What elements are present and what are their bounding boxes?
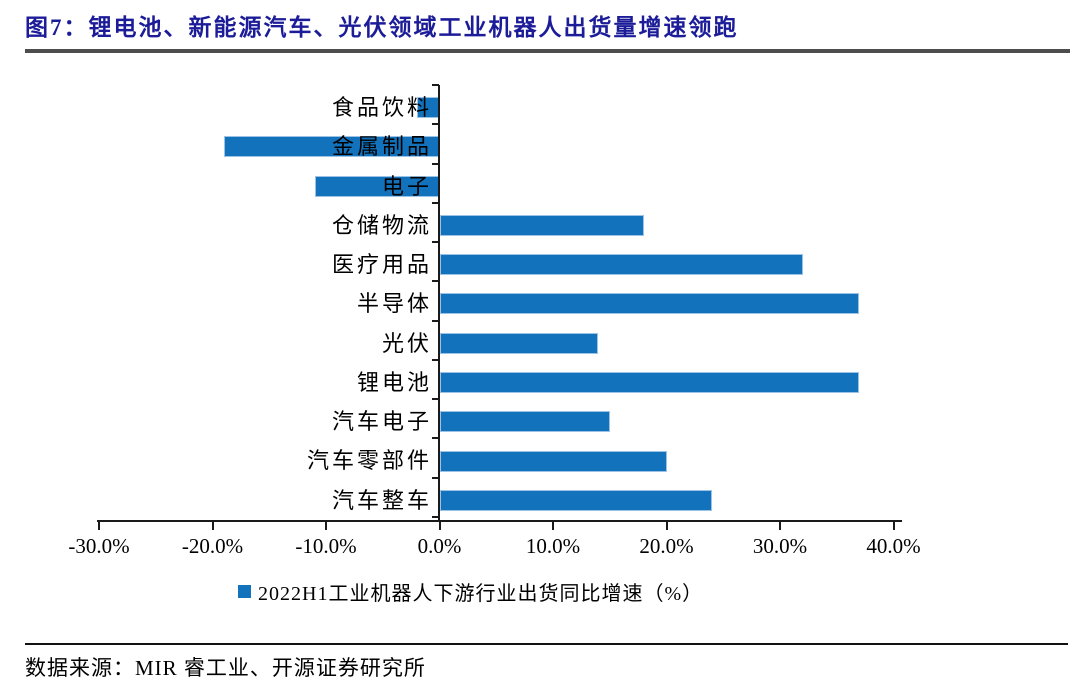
legend-label: 2022H1工业机器人下游行业出货同比增速（%） — [258, 583, 704, 605]
value-axis-tick — [211, 522, 214, 530]
bar-汽车零部件 — [439, 450, 667, 472]
category-axis-tick — [432, 319, 439, 322]
category-label: 金属制品 — [331, 134, 432, 160]
category-axis-tick — [432, 84, 439, 87]
value-axis-tick-label: 30.0% — [752, 534, 808, 558]
category-axis-line — [438, 85, 440, 522]
category-label: 汽车电子 — [331, 409, 432, 435]
chart-legend: 2022H1工业机器人下游行业出货同比增速（%） — [238, 577, 703, 606]
data-source-note: 数据来源：MIR 睿工业、开源证券研究所 — [25, 656, 426, 680]
value-axis-tick-label: -10.0% — [295, 534, 357, 558]
category-axis-tick — [432, 123, 439, 126]
category-label: 电子 — [381, 173, 432, 199]
title-divider — [25, 49, 1070, 53]
value-axis-line — [97, 520, 902, 522]
bar-光伏 — [439, 332, 599, 354]
value-axis-tick — [98, 522, 100, 530]
category-label: 汽车整车 — [331, 487, 432, 513]
category-axis-tick — [432, 437, 439, 440]
category-axis-tick — [432, 241, 439, 244]
category-label: 锂电池 — [356, 369, 432, 395]
category-axis-tick — [432, 280, 439, 283]
category-axis-tick — [432, 162, 439, 165]
bar-医疗用品 — [439, 254, 803, 276]
value-axis-tick-label: 40.0% — [866, 534, 921, 558]
legend-square-icon — [238, 585, 251, 598]
category-axis-tick — [432, 398, 439, 401]
category-label: 食品饮料 — [331, 95, 432, 120]
category-label: 半导体 — [356, 291, 432, 317]
category-axis-tick — [432, 476, 439, 479]
value-axis-tick-label: 20.0% — [639, 534, 694, 558]
category-label: 仓储物流 — [331, 212, 432, 238]
bar-半导体 — [439, 293, 860, 315]
category-axis-tick — [432, 516, 439, 519]
value-axis-tick-label: -30.0% — [68, 534, 130, 558]
value-axis-tick — [892, 522, 895, 530]
category-label: 医疗用品 — [331, 252, 432, 278]
bar-汽车整车 — [439, 489, 712, 511]
bar-仓储物流 — [439, 214, 644, 236]
bar-汽车电子 — [439, 411, 610, 433]
source-divider — [25, 643, 1068, 645]
category-label: 汽车零部件 — [306, 448, 432, 474]
value-axis-tick — [325, 522, 327, 530]
category-axis-tick — [432, 201, 439, 204]
bar-锂电池 — [439, 372, 860, 394]
value-axis-tick — [438, 522, 441, 530]
value-axis-tick — [779, 522, 781, 530]
category-axis-tick — [432, 358, 439, 361]
value-axis-tick — [552, 522, 554, 530]
value-axis-tick-label: 0.0% — [417, 534, 462, 558]
category-label: 光伏 — [381, 330, 432, 356]
figure-title: 图7：锂电池、新能源汽车、光伏领域工业机器人出货量增速领跑 — [25, 15, 739, 40]
value-axis-tick-label: -20.0% — [181, 534, 244, 558]
value-axis-tick — [665, 522, 668, 530]
value-axis-tick-label: 10.0% — [525, 534, 581, 558]
